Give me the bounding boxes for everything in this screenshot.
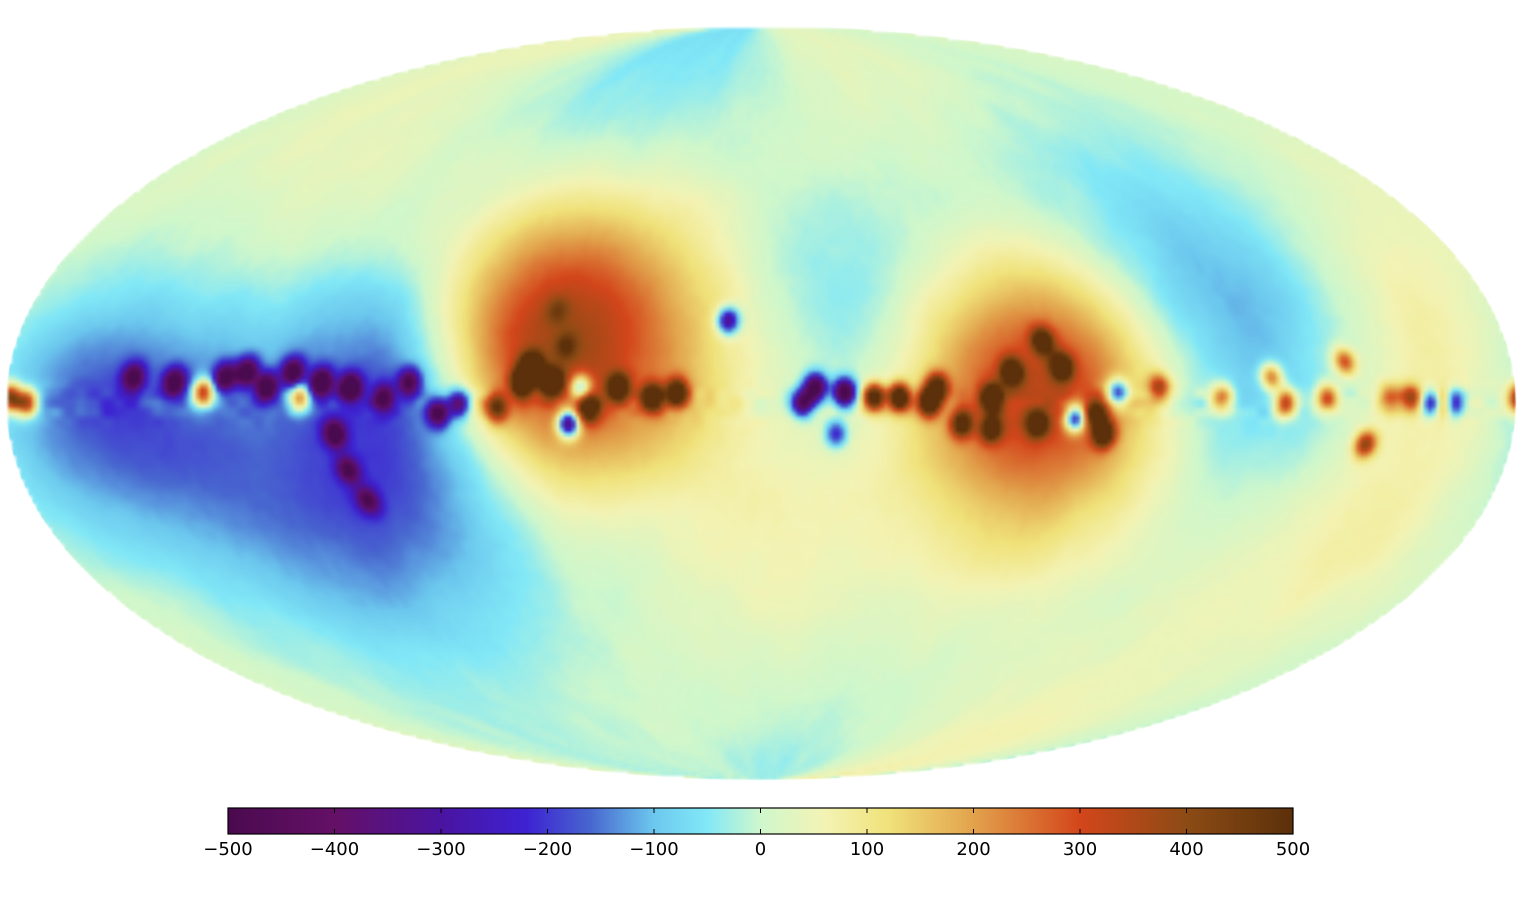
colorbar-tick-label: 400: [1169, 839, 1203, 860]
colorbar: −500 −400 −300 −200 −100 0 100 200 300 400 500: [200, 795, 1330, 875]
colorbar-tick-label: 500: [1276, 839, 1310, 860]
colorbar-tick-label: −300: [416, 839, 465, 860]
colorbar-tick-label: 0: [755, 839, 766, 860]
map-canvas: [0, 0, 1522, 790]
colorbar-tick-label: −400: [310, 839, 359, 860]
colorbar-tick-label: −200: [523, 839, 572, 860]
colorbar-tick-label: 200: [956, 839, 990, 860]
colorbar-tick-label: −500: [203, 839, 252, 860]
mollweide-sky-map: [0, 0, 1522, 790]
colorbar-ticks: [227, 808, 1294, 834]
colorbar-tick-labels: −500 −400 −300 −200 −100 0 100 200 300 400 500: [203, 839, 1310, 860]
colorbar-tick-label: 100: [850, 839, 884, 860]
colorbar-tick-label: −100: [629, 839, 678, 860]
colorbar-svg: −500 −400 −300 −200 −100 0 100 200 300 400 500: [203, 807, 1310, 860]
colorbar-tick-label: 300: [1063, 839, 1097, 860]
